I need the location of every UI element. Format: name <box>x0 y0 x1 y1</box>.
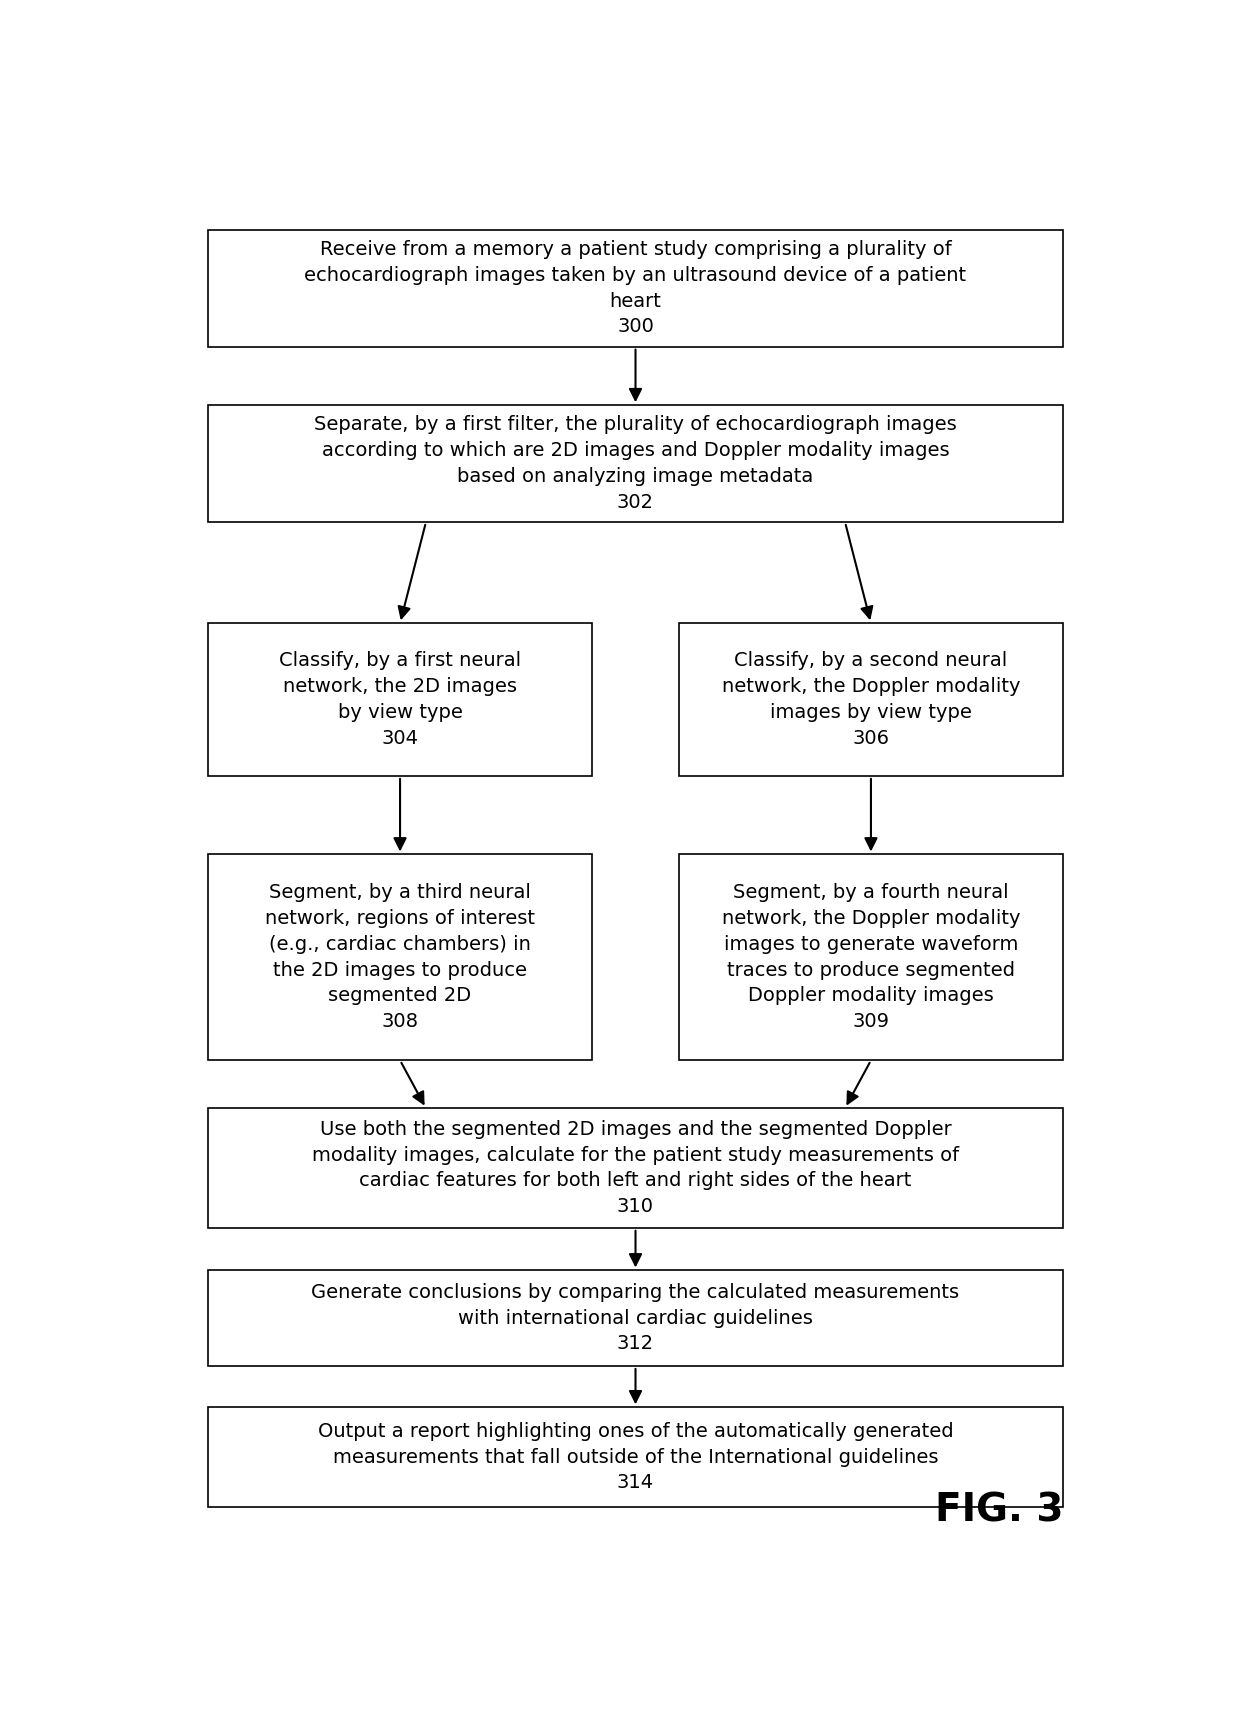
Text: Segment, by a third neural
network, regions of interest
(e.g., cardiac chambers): Segment, by a third neural network, regi… <box>265 884 534 1030</box>
Text: FIG. 3: FIG. 3 <box>935 1491 1063 1529</box>
Text: Use both the segmented 2D images and the segmented Doppler
modality images, calc: Use both the segmented 2D images and the… <box>312 1120 959 1217</box>
FancyBboxPatch shape <box>208 854 593 1060</box>
Text: Output a report highlighting ones of the automatically generated
measurements th: Output a report highlighting ones of the… <box>317 1422 954 1493</box>
FancyBboxPatch shape <box>678 623 1063 777</box>
Text: Generate conclusions by comparing the calculated measurements
with international: Generate conclusions by comparing the ca… <box>311 1282 960 1353</box>
FancyBboxPatch shape <box>208 1270 1063 1365</box>
FancyBboxPatch shape <box>678 854 1063 1060</box>
Text: Separate, by a first filter, the plurality of echocardiograph images
according t: Separate, by a first filter, the plurali… <box>314 416 957 511</box>
FancyBboxPatch shape <box>208 406 1063 521</box>
Text: Segment, by a fourth neural
network, the Doppler modality
images to generate wav: Segment, by a fourth neural network, the… <box>722 884 1021 1030</box>
FancyBboxPatch shape <box>208 1108 1063 1227</box>
FancyBboxPatch shape <box>208 230 1063 347</box>
Text: Receive from a memory a patient study comprising a plurality of
echocardiograph : Receive from a memory a patient study co… <box>305 240 966 337</box>
Text: Classify, by a first neural
network, the 2D images
by view type
304: Classify, by a first neural network, the… <box>279 651 521 747</box>
FancyBboxPatch shape <box>208 1407 1063 1507</box>
FancyBboxPatch shape <box>208 623 593 777</box>
Text: Classify, by a second neural
network, the Doppler modality
images by view type
3: Classify, by a second neural network, th… <box>722 651 1021 747</box>
